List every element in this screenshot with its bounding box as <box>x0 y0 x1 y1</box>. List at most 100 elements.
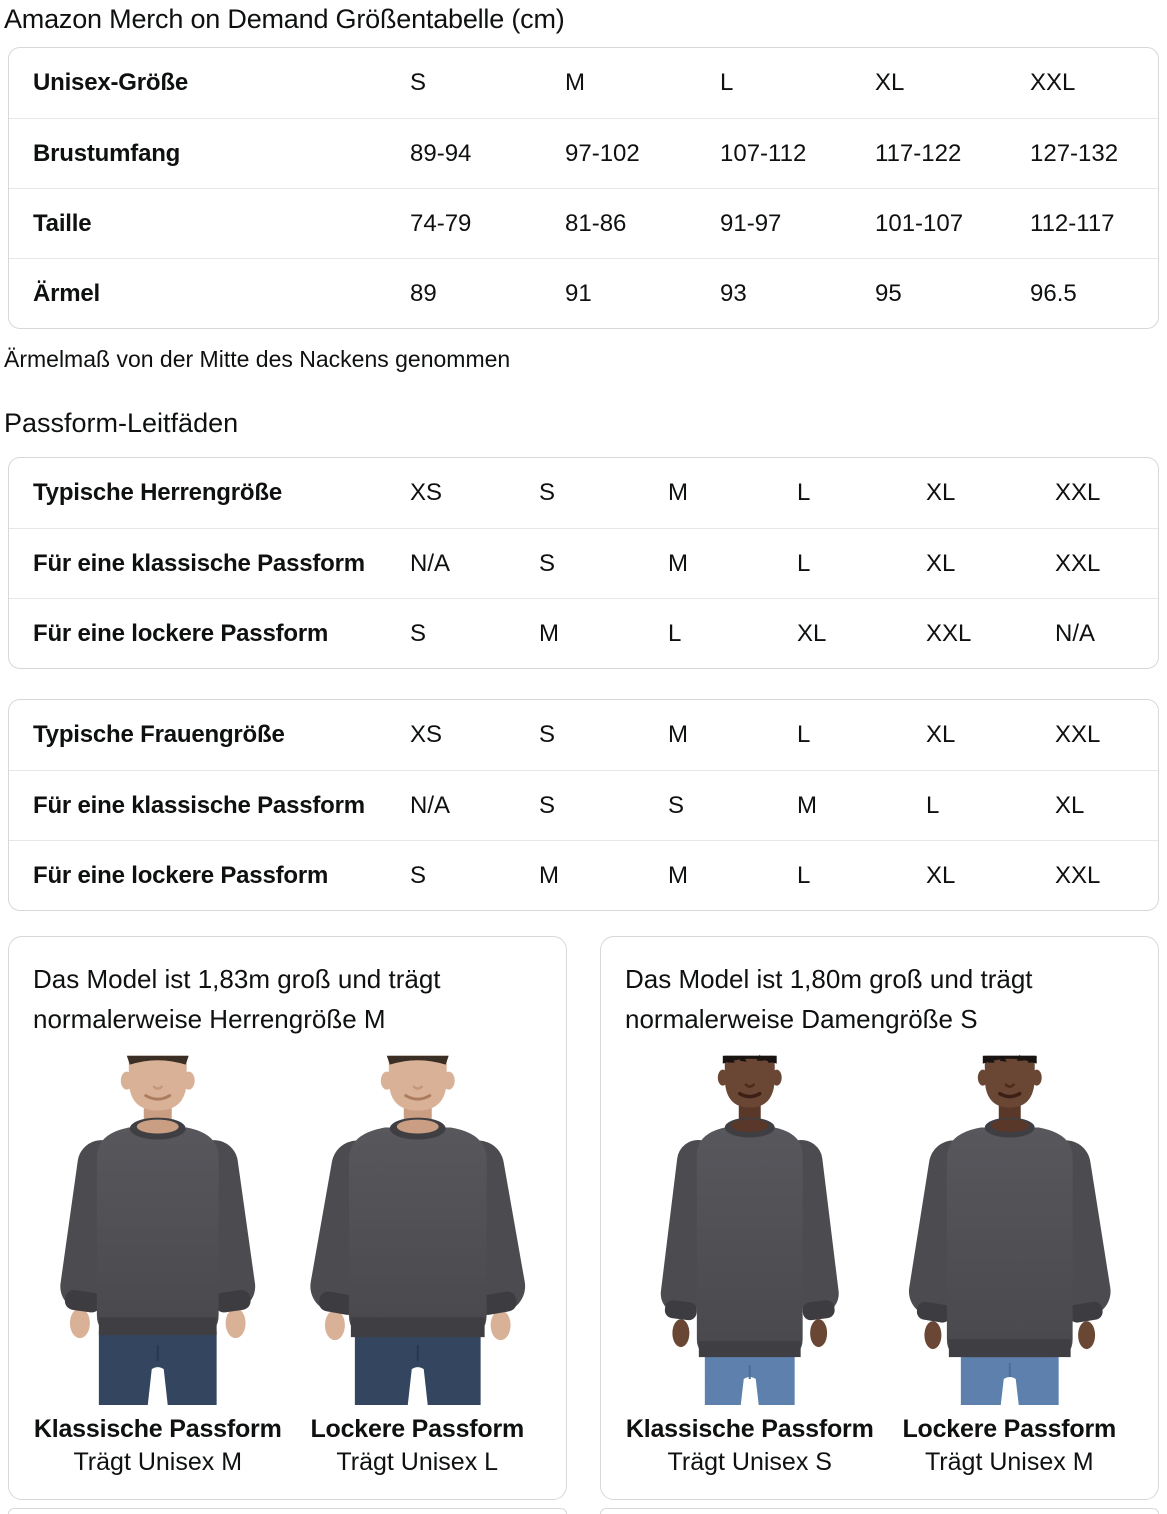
size-cell: N/A <box>410 549 451 577</box>
size-cell: L <box>797 861 811 889</box>
size-cell: S <box>410 861 427 889</box>
size-cell: XL <box>1055 791 1085 819</box>
photo-caption: Lockere Passform Trägt Unisex L <box>293 1413 543 1479</box>
row-label: Für eine lockere Passform <box>33 861 329 889</box>
sleeve-measure-note: Ärmelmaß von der Mitte des Nackens genom… <box>4 346 511 372</box>
photo-caption: Lockere Passform Trägt Unisex M <box>885 1413 1135 1479</box>
size-cell: 93 <box>720 279 747 307</box>
size-cell: S <box>539 549 556 577</box>
model-description: Das Model ist 1,80m groß und trägt norma… <box>625 964 1033 1034</box>
size-cell: 112-117 <box>1030 209 1115 237</box>
size-cell: M <box>668 549 688 577</box>
size-cell: M <box>668 479 688 506</box>
size-cell: XL <box>926 549 956 577</box>
page-title: Amazon Merch on Demand Größentabelle (cm… <box>4 4 565 34</box>
table-row: Für eine klassische Passform N/A S S M L… <box>9 770 1158 840</box>
captions-row: Klassische Passform Trägt Unisex S Locke… <box>625 1413 1134 1479</box>
row-label: Ärmel <box>33 279 101 307</box>
size-cell: L <box>797 549 811 577</box>
photos-row <box>33 1051 542 1405</box>
model-cards-row: Das Model ist 1,83m groß und trägt norma… <box>8 936 1159 1500</box>
size-cell: M <box>668 721 688 748</box>
size-label: Trägt Unisex M <box>73 1448 243 1476</box>
fit-guides-heading: Passform-Leitfäden <box>4 408 239 438</box>
next-card-top-edge <box>8 1508 567 1514</box>
size-cell: 117-122 <box>875 139 962 167</box>
model-photo-classic-fit <box>625 1051 875 1405</box>
size-cell: 81-86 <box>565 209 627 237</box>
size-cell: XXL <box>1055 861 1101 889</box>
woman-loose-fit-illustration <box>908 1054 1111 1405</box>
model-card-men: Das Model ist 1,83m groß und trägt norma… <box>8 936 567 1500</box>
size-cell: S <box>539 721 556 748</box>
fit-label: Klassische Passform <box>625 1415 874 1443</box>
size-cell: XS <box>410 721 443 748</box>
table-row: Ärmel 89 91 93 95 96.5 <box>9 258 1158 328</box>
size-cell: XL <box>926 861 956 889</box>
size-cell: 107-112 <box>720 139 807 167</box>
size-cell: S <box>539 479 556 506</box>
size-cell: L <box>797 479 811 506</box>
size-cell: L <box>720 69 734 96</box>
size-label: Trägt Unisex S <box>667 1448 832 1476</box>
model-photo-loose-fit <box>292 1051 542 1405</box>
next-cards-sliver <box>8 1508 1159 1514</box>
size-cell: 91 <box>565 279 592 307</box>
row-label: Typische Herrengröße <box>33 479 282 506</box>
woman-classic-fit-illustration <box>660 1054 839 1405</box>
next-card-top-edge <box>600 1508 1159 1514</box>
size-cell: XXL <box>1055 479 1101 506</box>
size-label: Trägt Unisex M <box>924 1448 1094 1476</box>
size-cell: S <box>539 791 556 819</box>
table-row: Typische Frauengröße XS S M L XL XXL <box>9 700 1158 770</box>
size-cell: XXL <box>1055 721 1101 748</box>
model-card-women: Das Model ist 1,80m groß und trägt norma… <box>600 936 1159 1500</box>
table-row: Typische Herrengröße XS S M L XL XXL <box>9 458 1158 528</box>
man-classic-fit-illustration <box>60 1055 256 1405</box>
size-cell: 101-107 <box>875 209 964 237</box>
photo-caption: Klassische Passform Trägt Unisex M <box>33 1413 283 1479</box>
size-cell: XXL <box>926 619 972 647</box>
size-cell: S <box>410 619 427 647</box>
captions-row: Klassische Passform Trägt Unisex M Locke… <box>33 1413 542 1479</box>
table-row: Unisex-Größe S M L XL XXL <box>9 48 1158 118</box>
size-cell: XL <box>797 619 827 647</box>
size-cell: M <box>539 619 559 647</box>
size-cell: L <box>797 721 811 748</box>
man-loose-fit-illustration <box>309 1055 525 1405</box>
row-label: Für eine klassische Passform <box>33 549 365 577</box>
model-photo-classic-fit <box>33 1051 283 1405</box>
size-cell: 74-79 <box>410 209 472 237</box>
size-cell: XL <box>926 479 956 506</box>
size-cell: L <box>668 619 682 647</box>
size-label: Trägt Unisex L <box>336 1448 499 1476</box>
row-label: Für eine klassische Passform <box>33 791 365 819</box>
table-row: Brustumfang 89-94 97-102 107-112 117-122… <box>9 118 1158 188</box>
size-cell: N/A <box>410 791 451 819</box>
row-label: Typische Frauengröße <box>33 721 285 748</box>
row-label: Unisex-Größe <box>33 69 188 96</box>
fit-label: Lockere Passform <box>310 1415 525 1443</box>
fit-label: Lockere Passform <box>902 1415 1117 1443</box>
table-row: Für eine klassische Passform N/A S M L X… <box>9 528 1158 598</box>
womens-fit-guide-table: Typische Frauengröße XS S M L XL XXL Für… <box>8 699 1159 911</box>
table-row: Für eine lockere Passform S M M L XL XXL <box>9 840 1158 910</box>
size-cell: 96.5 <box>1030 279 1077 307</box>
size-cell: XL <box>875 69 905 96</box>
size-cell: 89 <box>410 279 437 307</box>
size-cell: M <box>797 791 817 819</box>
row-label: Taille <box>33 209 92 237</box>
size-cell: XXL <box>1055 549 1101 577</box>
table-row: Taille 74-79 81-86 91-97 101-107 112-117 <box>9 188 1158 258</box>
mens-fit-guide-table: Typische Herrengröße XS S M L XL XXL Für… <box>8 457 1159 669</box>
row-label: Brustumfang <box>33 139 181 167</box>
model-photo-loose-fit <box>884 1051 1134 1405</box>
size-cell: 89-94 <box>410 139 472 167</box>
photos-row <box>625 1051 1134 1405</box>
size-cell: M <box>565 69 585 96</box>
model-description: Das Model ist 1,83m groß und trägt norma… <box>33 964 441 1034</box>
unisex-size-table: Unisex-Größe S M L XL XXL Brustumfang 89… <box>8 47 1159 329</box>
size-cell: S <box>668 791 685 819</box>
photo-caption: Klassische Passform Trägt Unisex S <box>625 1413 875 1479</box>
size-cell: N/A <box>1055 619 1096 647</box>
